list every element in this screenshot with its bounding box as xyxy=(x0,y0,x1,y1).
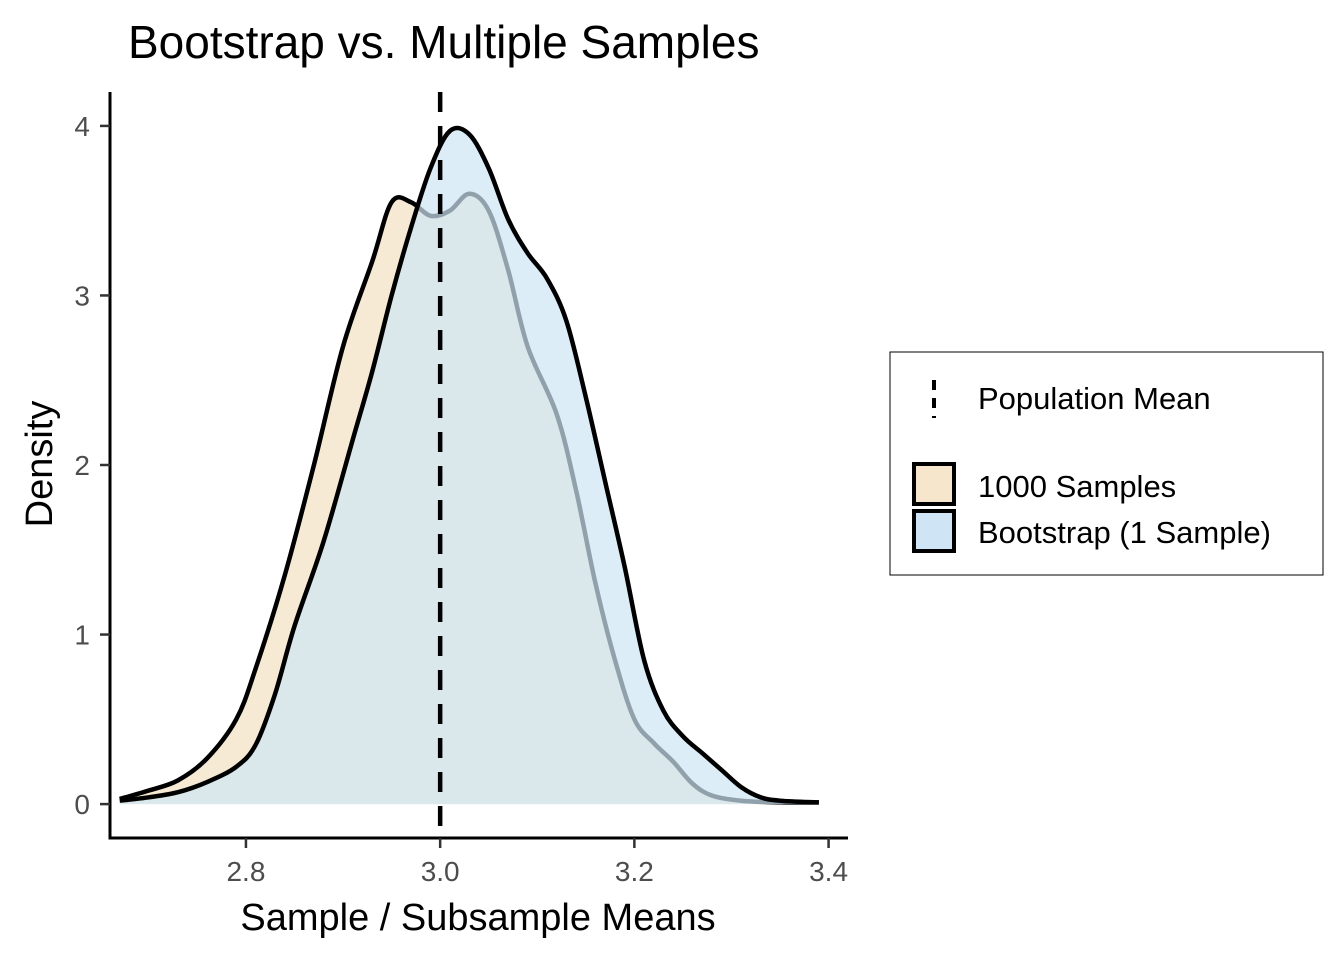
y-tick-label: 1 xyxy=(74,620,90,651)
legend-1000-samples-key xyxy=(912,462,956,506)
x-ticks: 2.8 3.0 3.2 3.4 xyxy=(226,838,848,887)
chart-title: Bootstrap vs. Multiple Samples xyxy=(128,16,760,68)
x-tick-label: 2.8 xyxy=(226,856,265,887)
plot-area xyxy=(119,92,819,838)
density-line-bootstrap-1-sample xyxy=(119,125,819,805)
y-tick-label: 0 xyxy=(74,789,90,820)
x-axis-label: Sample / Subsample Means xyxy=(240,897,715,939)
density-area-bootstrap-1-sample xyxy=(119,127,819,805)
legend-bootstrap-key xyxy=(912,509,956,553)
x-tick-label: 3.4 xyxy=(809,856,848,887)
legend: Population Mean 1000 Samples Bootstrap (… xyxy=(889,351,1324,576)
series-layer xyxy=(119,125,819,805)
y-tick-label: 3 xyxy=(74,280,90,311)
x-tick-label: 3.2 xyxy=(615,856,654,887)
y-ticks: 0 1 2 3 4 xyxy=(74,111,110,820)
legend-population-mean-label: Population Mean xyxy=(978,381,1211,416)
legend-box xyxy=(889,351,1324,576)
y-tick-label: 2 xyxy=(74,450,90,481)
y-axis-label: Density xyxy=(19,401,61,528)
y-tick-label: 4 xyxy=(74,111,90,142)
axes-layer: 2.8 3.0 3.2 3.4 0 1 2 3 4 xyxy=(74,92,848,887)
legend-1000-samples-label: 1000 Samples xyxy=(978,469,1176,504)
x-tick-label: 3.0 xyxy=(421,856,460,887)
legend-bootstrap-label: Bootstrap (1 Sample) xyxy=(978,515,1271,550)
